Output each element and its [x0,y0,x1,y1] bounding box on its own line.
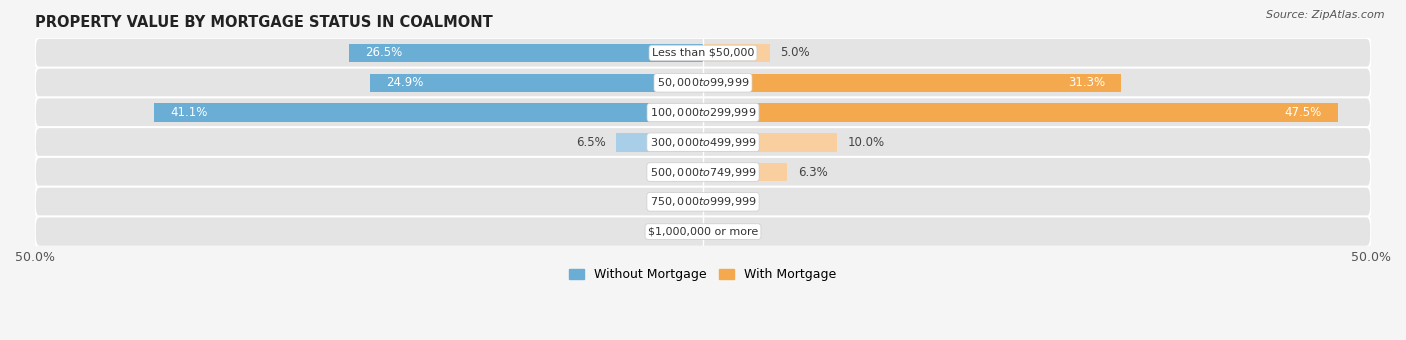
Bar [703,133,837,152]
Bar [689,163,703,181]
Bar [153,103,703,122]
Bar [370,73,703,92]
Bar [349,44,703,62]
Text: Source: ZipAtlas.com: Source: ZipAtlas.com [1267,10,1385,20]
Text: 6.3%: 6.3% [797,166,828,178]
FancyBboxPatch shape [35,38,1371,68]
Text: 0.0%: 0.0% [662,195,692,208]
FancyBboxPatch shape [35,97,1371,128]
FancyBboxPatch shape [35,216,1371,247]
Text: 6.5%: 6.5% [575,136,606,149]
Text: 10.0%: 10.0% [848,136,884,149]
Text: $300,000 to $499,999: $300,000 to $499,999 [650,136,756,149]
Text: 5.0%: 5.0% [780,47,810,60]
FancyBboxPatch shape [35,127,1371,157]
Text: 26.5%: 26.5% [366,47,402,60]
Text: $100,000 to $299,999: $100,000 to $299,999 [650,106,756,119]
Text: $750,000 to $999,999: $750,000 to $999,999 [650,195,756,208]
Text: $50,000 to $99,999: $50,000 to $99,999 [657,76,749,89]
Text: 31.3%: 31.3% [1069,76,1105,89]
Text: 1.1%: 1.1% [648,166,678,178]
Text: Less than $50,000: Less than $50,000 [652,48,754,58]
Text: PROPERTY VALUE BY MORTGAGE STATUS IN COALMONT: PROPERTY VALUE BY MORTGAGE STATUS IN COA… [35,15,492,30]
Text: 0.0%: 0.0% [714,225,744,238]
Bar [703,163,787,181]
Legend: Without Mortgage, With Mortgage: Without Mortgage, With Mortgage [564,263,842,286]
Text: $1,000,000 or more: $1,000,000 or more [648,226,758,237]
Text: 0.0%: 0.0% [714,195,744,208]
FancyBboxPatch shape [35,68,1371,98]
Text: 24.9%: 24.9% [387,76,423,89]
FancyBboxPatch shape [35,187,1371,217]
Bar [703,73,1121,92]
Bar [616,133,703,152]
FancyBboxPatch shape [35,157,1371,187]
Bar [703,103,1337,122]
Text: 47.5%: 47.5% [1284,106,1322,119]
Text: 41.1%: 41.1% [170,106,207,119]
Bar [703,44,770,62]
Text: $500,000 to $749,999: $500,000 to $749,999 [650,166,756,178]
Text: 0.0%: 0.0% [662,225,692,238]
